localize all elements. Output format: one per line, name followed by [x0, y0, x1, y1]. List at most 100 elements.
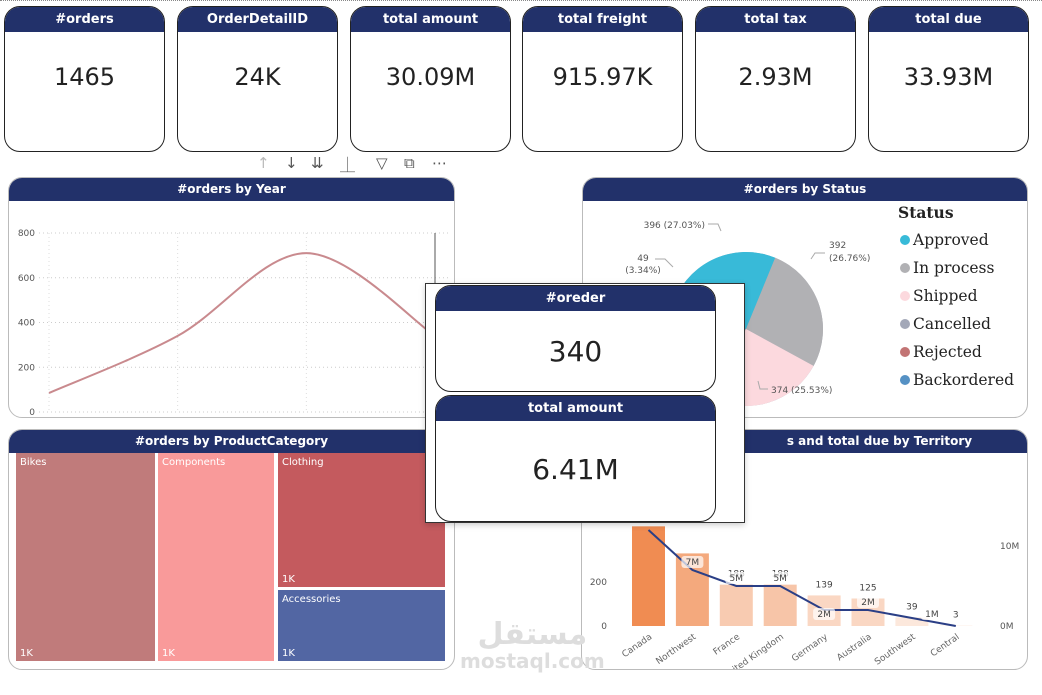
x-tick-label: Germany: [790, 632, 830, 664]
kpi-value: 24K: [234, 63, 281, 91]
line-label-bg: [681, 556, 704, 568]
treemap-tile-clothing[interactable]: Clothing 1K: [278, 453, 445, 587]
x-tick-label: Australia: [835, 632, 873, 663]
pie-data-label: 374 (25.53%): [771, 386, 832, 396]
filter-icon[interactable]: ▽: [376, 154, 388, 172]
legend-item[interactable]: Shipped: [898, 282, 1014, 310]
x-tick-label: Northwest: [654, 632, 698, 667]
expand-hierarchy-icon[interactable]: ⏊: [340, 156, 356, 174]
visual-title: #orders by Year: [9, 178, 454, 201]
y2-tick-label: 0M: [1000, 622, 1014, 632]
kpi-label: total due: [869, 7, 1028, 32]
kpi-card[interactable]: total freight 915.97K: [522, 6, 683, 152]
focus-mode-icon[interactable]: ⧉: [404, 154, 415, 172]
legend-label: In process: [913, 259, 995, 277]
kpi-card[interactable]: #orders 1465: [4, 6, 165, 152]
arrow-up-icon[interactable]: ↑: [257, 154, 270, 172]
legend-dot-icon: [900, 375, 910, 385]
line-data-label: 2M: [817, 610, 831, 620]
pie-data-label: 392: [829, 241, 846, 251]
line-data-label: 5M: [730, 574, 744, 584]
tooltip-value: 340: [548, 335, 603, 368]
combo-chart: 02000M10MCanadaNorthwest188France188Unit…: [590, 526, 1019, 669]
legend-dot-icon: [900, 319, 910, 329]
y-tick-label: 200: [590, 578, 607, 588]
treemap-tile-bikes[interactable]: Bikes 1K: [16, 453, 155, 661]
line-chart: 0200400600800201120122013: [18, 229, 449, 418]
orders-by-year-visual[interactable]: #orders by Year 020040060080020112012201…: [8, 177, 455, 418]
kpi-value: 2.93M: [738, 63, 813, 91]
tile-name: Clothing: [282, 457, 324, 468]
kpi-label: total tax: [696, 7, 855, 32]
y-tick-label: 600: [18, 274, 35, 284]
x-tick-label: France: [712, 632, 743, 658]
kpi-value: 30.09M: [385, 63, 476, 91]
kpi-card[interactable]: total tax 2.93M: [695, 6, 856, 152]
arrow-down-icon[interactable]: ↓: [285, 154, 298, 172]
x-tick-label: Southwest: [873, 632, 918, 668]
pie-data-label: 49: [637, 254, 649, 264]
pie-data-label: (3.34%): [625, 266, 661, 276]
top-divider: [0, 0, 1042, 1]
line-data-label: 2M: [861, 598, 875, 608]
bar-united-kingdom: [763, 584, 797, 626]
tile-name: Bikes: [20, 457, 47, 468]
kpi-label: OrderDetailID: [178, 7, 337, 32]
visual-title: #orders by Status: [583, 178, 1027, 201]
pie-slice-in-process: [746, 257, 823, 366]
tile-name: Components: [162, 457, 226, 468]
tooltip-card-orders: #oreder 340: [435, 285, 716, 392]
visual-title: #orders by ProductCategory: [9, 430, 454, 453]
legend-label: Cancelled: [913, 315, 991, 333]
line-data-label: 1M: [925, 610, 939, 620]
legend-dot-icon: [900, 263, 910, 273]
bar-data-label: 3: [953, 610, 959, 620]
legend-item[interactable]: Backordered: [898, 366, 1014, 394]
watermark-arabic: مستقل: [477, 617, 588, 652]
tile-value: 1K: [162, 648, 175, 659]
pie-legend: Status Approved In process Shipped Cancelle…: [898, 203, 1014, 394]
x-tick-label: Central: [929, 632, 962, 659]
legend-title: Status: [898, 203, 954, 222]
watermark-latin: mostaql.com: [460, 649, 605, 673]
kpi-card[interactable]: total due 33.93M: [868, 6, 1029, 152]
tile-name: Accessories: [282, 594, 341, 605]
y-tick-label: 0: [601, 622, 607, 632]
bar-southwest: [895, 617, 929, 626]
legend-item[interactable]: Approved: [898, 226, 1014, 254]
leader-line: [708, 223, 722, 232]
y-tick-label: 800: [18, 229, 35, 239]
orders-line: [48, 252, 436, 394]
kpi-label: total amount: [351, 7, 510, 32]
y-tick-label: 0: [29, 408, 35, 418]
more-options-icon[interactable]: ⋯: [432, 154, 447, 172]
pie-data-label: (26.76%): [829, 254, 870, 264]
tooltip-value: 6.41M: [532, 453, 619, 486]
kpi-value: 33.93M: [903, 63, 994, 91]
kpi-card[interactable]: total amount 30.09M: [350, 6, 511, 152]
bar-data-label: 39: [906, 602, 918, 612]
y-tick-label: 400: [18, 319, 35, 329]
legend-item[interactable]: In process: [898, 254, 1014, 282]
kpi-value: 1465: [53, 63, 116, 91]
line-label-bg: [769, 572, 792, 584]
bar-france: [719, 584, 753, 626]
kpi-card[interactable]: OrderDetailID 24K: [177, 6, 338, 152]
legend-item[interactable]: Rejected: [898, 338, 1014, 366]
line-label-bg: [920, 608, 943, 620]
kpi-label: total freight: [523, 7, 682, 32]
legend-label: Rejected: [913, 343, 982, 361]
legend-item[interactable]: Cancelled: [898, 310, 1014, 338]
line-label-bg: [725, 572, 748, 584]
legend-dot-icon: [900, 235, 910, 245]
treemap-tile-components[interactable]: Components 1K: [158, 453, 274, 661]
tooltip-label: #oreder: [436, 286, 715, 311]
legend-label: Backordered: [913, 371, 1015, 389]
line-data-label: 5M: [773, 574, 787, 584]
double-arrow-down-icon[interactable]: ⇊: [311, 154, 324, 172]
y2-tick-label: 10M: [1000, 542, 1019, 552]
x-tick-label: Canada: [620, 632, 654, 660]
y-tick-label: 200: [18, 363, 35, 373]
treemap-tile-accessories[interactable]: Accessories 1K: [278, 590, 445, 661]
kpi-label: #orders: [5, 7, 164, 32]
